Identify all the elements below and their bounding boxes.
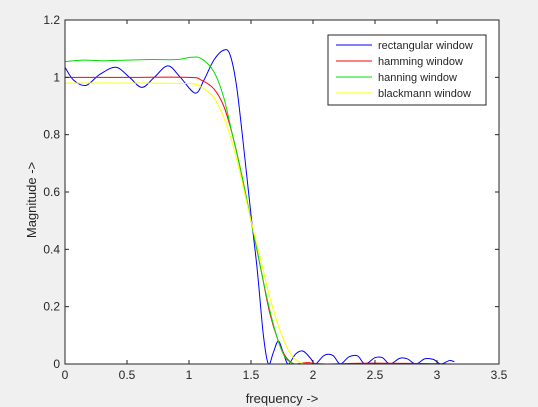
x-tick-label: 1.5 [243,368,260,382]
legend-label-hanning-window: hanning window [378,72,457,84]
x-tick-label: 1 [186,368,193,382]
y-tick-label: 1.2 [43,13,60,27]
y-axis-label: Magnitude -> [24,162,39,238]
series-line-rectangular-window [65,49,455,364]
x-tick-label: 2.5 [367,368,384,382]
y-tick-label: 0.8 [43,128,60,142]
legend-label-hamming-window: hamming window [378,56,463,68]
x-tick-label: 3.5 [491,368,508,382]
legend-label-rectangular-window: rectangular window [378,40,473,52]
legend-label-blackmann-window: blackmann window [378,88,471,100]
legend: rectangular window hamming window hanning … [327,34,487,106]
x-tick-label: 2 [310,368,317,382]
y-tick-label: 1 [53,70,60,84]
y-tick-label: 0.2 [43,300,60,314]
x-axis-label: frequency -> [246,391,319,406]
ticks-layer: 0 0.5 1 1.5 2 2.5 3 3.5 0 0.2 0.4 0.6 0.8 1 1.2 [43,13,507,382]
x-tick-label: 0 [62,368,69,382]
x-tick-label: 3 [434,368,441,382]
y-tick-label: 0.6 [43,185,60,199]
x-tick-label: 0.5 [119,368,136,382]
y-tick-label: 0.4 [43,242,60,256]
y-tick-label: 0 [53,357,60,371]
